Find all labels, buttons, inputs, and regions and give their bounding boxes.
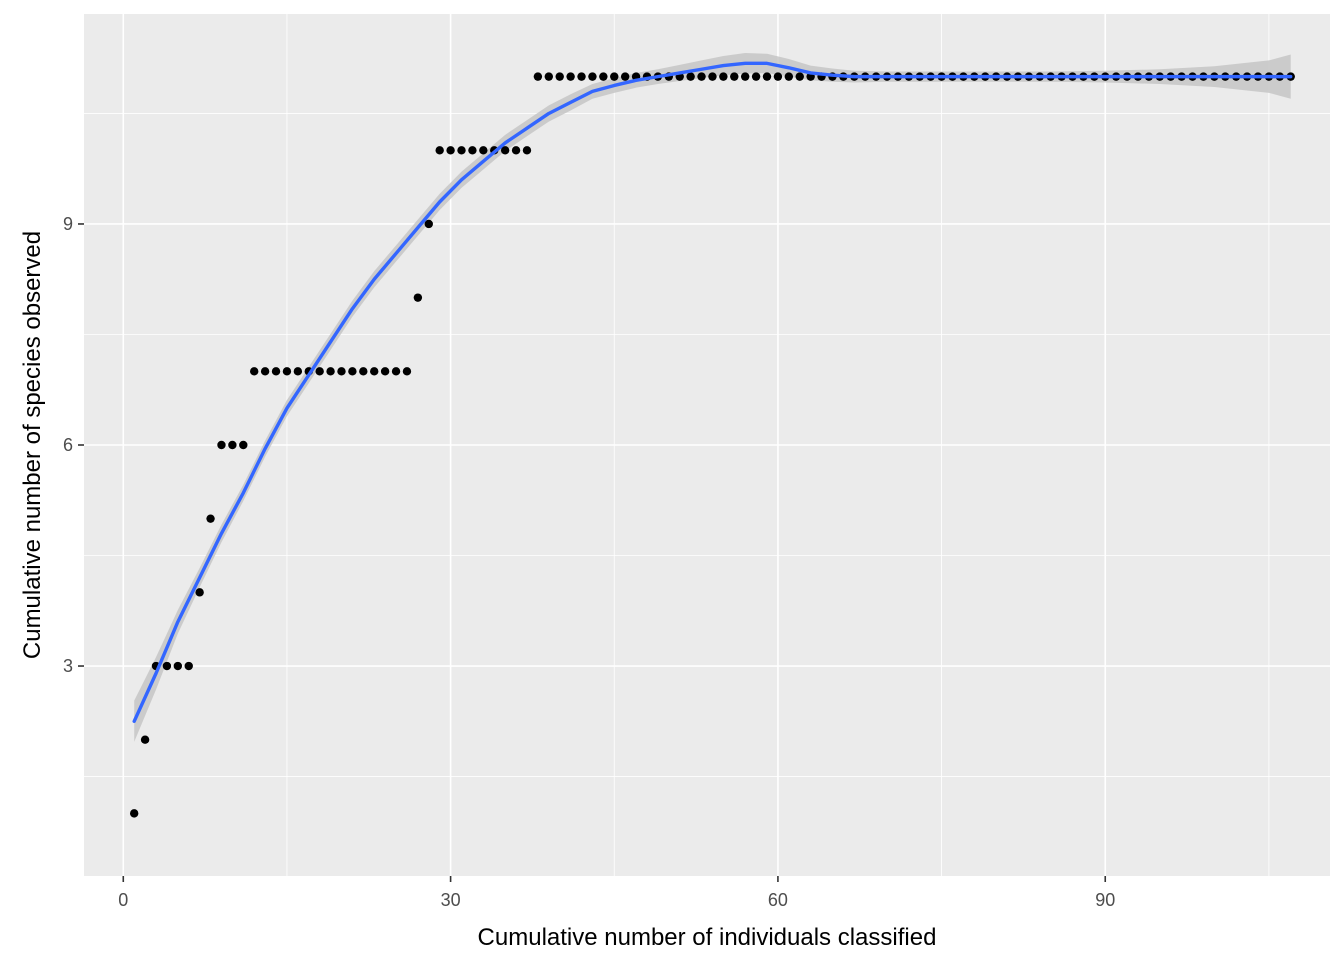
y-tick-label: 3 <box>63 656 73 676</box>
x-tick-label: 30 <box>441 890 461 910</box>
data-point <box>610 72 619 81</box>
data-point <box>217 440 226 450</box>
data-point <box>228 440 237 450</box>
data-point <box>173 661 183 671</box>
data-point <box>719 72 728 81</box>
y-tick-labels: 3 6 9 <box>63 214 73 676</box>
x-tick-label: 0 <box>118 890 128 910</box>
data-point <box>260 367 270 376</box>
data-point <box>250 367 259 376</box>
data-point <box>566 72 575 81</box>
data-point <box>620 72 630 81</box>
data-point <box>599 72 608 81</box>
data-point <box>708 72 717 81</box>
data-point <box>162 661 172 671</box>
data-point <box>129 809 139 818</box>
x-tick-label: 90 <box>1095 890 1115 910</box>
data-point <box>413 293 423 302</box>
data-point <box>315 367 324 376</box>
data-point <box>293 367 303 376</box>
axis-ticks <box>78 223 1107 882</box>
smooth-line <box>132 61 1293 723</box>
data-point <box>446 146 455 155</box>
data-point <box>795 72 804 81</box>
data-point <box>424 219 433 229</box>
major-grid <box>84 14 1330 876</box>
data-point <box>140 735 150 744</box>
data-point <box>391 367 401 376</box>
data-point <box>348 367 357 376</box>
data-point <box>555 72 564 81</box>
confidence-band-layer <box>134 53 1291 742</box>
data-point <box>773 72 783 81</box>
data-point <box>784 72 794 81</box>
data-point <box>370 367 379 376</box>
data-point <box>195 588 204 597</box>
data-point <box>522 146 532 155</box>
data-point <box>184 661 193 671</box>
data-point <box>457 146 466 155</box>
x-axis-title: Cumulative number of individuals classif… <box>478 924 937 951</box>
data-point <box>740 72 750 81</box>
data-point <box>271 367 281 376</box>
data-point <box>500 146 510 155</box>
x-tick-label: 60 <box>768 890 788 910</box>
confidence-band <box>134 53 1291 742</box>
data-point <box>588 72 597 81</box>
y-tick-label: 9 <box>63 214 73 234</box>
data-point <box>751 72 761 81</box>
data-point <box>337 367 346 376</box>
y-axis-title: Cumulative number of species observed <box>19 231 46 659</box>
data-point <box>239 440 248 450</box>
y-tick-label: 6 <box>63 435 73 455</box>
data-point <box>326 367 335 376</box>
data-point <box>468 146 477 155</box>
data-point <box>435 146 444 155</box>
data-point <box>686 72 695 81</box>
data-point <box>533 72 543 81</box>
data-point <box>511 146 521 155</box>
x-tick-labels: 0 30 60 90 <box>118 890 1115 910</box>
data-point <box>762 72 772 81</box>
data-point <box>479 146 488 155</box>
data-point <box>730 72 739 81</box>
data-point <box>359 367 368 376</box>
data-point <box>282 367 292 376</box>
data-point <box>206 514 215 523</box>
data-point <box>380 367 390 376</box>
data-point <box>577 72 586 81</box>
data-point <box>697 72 706 81</box>
data-point <box>402 367 412 376</box>
smooth-line-layer <box>132 61 1293 723</box>
data-point <box>544 72 553 81</box>
